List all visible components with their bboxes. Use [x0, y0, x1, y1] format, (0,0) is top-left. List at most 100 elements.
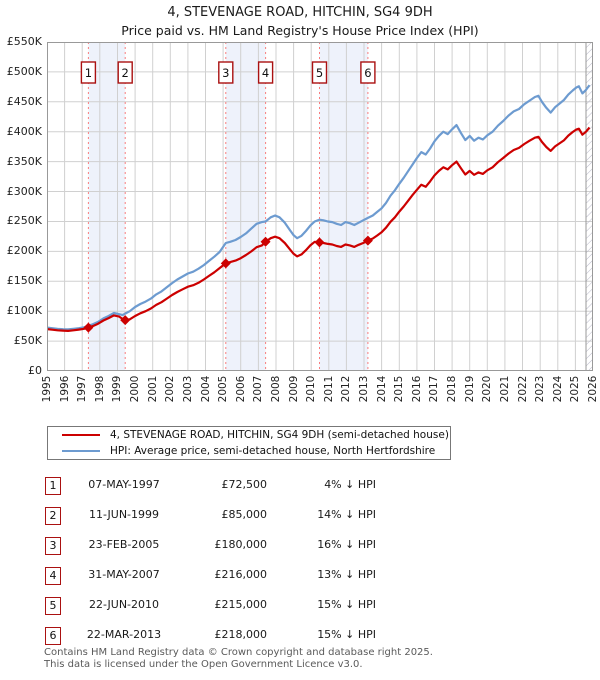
- sale-date: 22-JUN-2010: [88, 598, 160, 611]
- page-title: 4, STEVENAGE ROAD, HITCHIN, SG4 9DH: [167, 5, 433, 20]
- sale-price: £215,000: [214, 598, 268, 611]
- price-history-chart: 1 2 3 4 5 6 £0 £50K £100K £150K £200K £250K £300K £3…: [6, 35, 599, 403]
- x-tick-label: 2019: [463, 375, 476, 403]
- sale-point-marker: [314, 237, 325, 248]
- sale-hpi-diff: 15% ↓ HPI: [317, 628, 376, 641]
- sale-number-badge: 4: [45, 567, 61, 585]
- x-tick-label: 2001: [146, 375, 159, 403]
- sale-number-box-label: 1: [85, 66, 92, 80]
- y-tick-label: £450K: [6, 94, 42, 108]
- legend-label-property: 4, STEVENAGE ROAD, HITCHIN, SG4 9DH (sem…: [110, 429, 449, 441]
- sale-number-box-label: 5: [316, 66, 323, 80]
- table-row: 6 22-MAR-2013 £218,000 15% ↓ HPI: [0, 627, 600, 657]
- x-tick-label: 2021: [498, 375, 511, 403]
- plot-svg: 1 2 3 4 5 6: [46, 41, 594, 372]
- x-tick-label: 1998: [93, 375, 106, 403]
- y-tick-label: £150K: [6, 274, 42, 288]
- x-tick-label: 2010: [305, 375, 318, 403]
- table-row: 5 22-JUN-2010 £215,000 15% ↓ HPI: [0, 597, 600, 627]
- sale-number-badge: 6: [45, 627, 61, 645]
- sale-price: £72,500: [221, 478, 268, 491]
- legend-label-hpi: HPI: Average price, semi-detached house,…: [110, 445, 436, 457]
- sale-number-badge: 5: [45, 597, 61, 615]
- sale-number-box: [360, 61, 376, 84]
- future-hatch-region: [586, 42, 593, 371]
- x-tick-label: 2014: [375, 375, 388, 403]
- x-tick-label: 2002: [164, 375, 177, 403]
- sale-date: 11-JUN-1999: [88, 508, 160, 521]
- table-row: 4 31-MAY-2007 £216,000 13% ↓ HPI: [0, 567, 600, 597]
- y-tick-label: £500K: [6, 64, 42, 78]
- x-tick-label: 2003: [181, 375, 194, 403]
- x-tick-label: 2012: [340, 375, 353, 403]
- x-tick-label: 2022: [516, 375, 529, 403]
- y-tick-label: £300K: [6, 184, 42, 198]
- sale-hpi-diff: 13% ↓ HPI: [317, 568, 376, 581]
- sale-number-box-label: 6: [364, 66, 371, 80]
- x-tick-label: 2017: [428, 375, 441, 403]
- x-tick-label: 2025: [569, 375, 582, 403]
- x-tick-label: 1997: [76, 375, 89, 403]
- y-tick-label: £400K: [6, 124, 42, 138]
- hpi-line-swatch: [62, 450, 100, 452]
- sale-price: £216,000: [214, 568, 268, 581]
- x-tick-label: 2026: [587, 375, 599, 403]
- x-tick-label: 2024: [551, 375, 564, 403]
- sale-point-marker: [83, 322, 94, 333]
- sale-price: £180,000: [214, 538, 268, 551]
- sale-number-box: [218, 61, 234, 84]
- sale-price: £85,000: [221, 508, 268, 521]
- y-tick-label: £100K: [6, 304, 42, 318]
- sale-number-box: [257, 61, 274, 84]
- property-price-line: [46, 126, 591, 332]
- y-tick-label: £50K: [13, 334, 42, 348]
- hpi-line: [46, 84, 591, 331]
- sale-point-marker: [362, 235, 373, 246]
- y-tick-label: £200K: [6, 244, 42, 258]
- sale-number-box-label: 4: [262, 66, 269, 80]
- y-tick-label: £0: [28, 364, 42, 377]
- x-tick-label: 2000: [129, 375, 142, 403]
- table-row: 2 11-JUN-1999 £85,000 14% ↓ HPI: [0, 507, 600, 537]
- x-tick-label: 2018: [446, 375, 459, 403]
- y-tick-label: £250K: [6, 214, 42, 228]
- x-tick-label: 2016: [410, 375, 423, 403]
- sale-date: 23-FEB-2005: [88, 538, 160, 551]
- sale-number-box: [117, 61, 133, 84]
- ownership-band: [88, 42, 126, 371]
- sale-number-box-label: 3: [222, 66, 229, 80]
- sale-number-box-label: 2: [122, 66, 129, 80]
- x-tick-label: 2005: [217, 375, 230, 403]
- x-tick-label: 2013: [358, 375, 371, 403]
- sale-date: 07-MAY-1997: [88, 478, 160, 491]
- license-footer: Contains HM Land Registry data © Crown c…: [44, 647, 600, 670]
- sale-date: 31-MAY-2007: [88, 568, 160, 581]
- footer-line-1: Contains HM Land Registry data © Crown c…: [44, 647, 433, 658]
- sale-number-box: [80, 61, 97, 84]
- table-row: 3 23-FEB-2005 £180,000 16% ↓ HPI: [0, 537, 600, 567]
- sale-number-badge: 3: [45, 537, 61, 555]
- sale-point-marker: [120, 315, 131, 326]
- x-tick-label: 1999: [111, 375, 124, 403]
- chart-plot-area: 1 2 3 4 5 6: [46, 41, 594, 375]
- sale-number-badge: 2: [45, 507, 61, 525]
- legend-entry-hpi: HPI: Average price, semi-detached house,…: [48, 445, 450, 458]
- sale-number-badge: 1: [45, 477, 61, 495]
- sale-point-marker: [220, 258, 231, 269]
- y-tick-label: £350K: [6, 154, 42, 168]
- x-tick-label: 2007: [252, 375, 265, 403]
- y-tick-label: £550K: [6, 35, 42, 48]
- x-tick-label: 1996: [58, 375, 71, 403]
- x-tick-label: 2004: [199, 375, 212, 403]
- footer-line-2: This data is licensed under the Open Gov…: [44, 658, 363, 670]
- sale-date: 22-MAR-2013: [86, 628, 162, 641]
- x-tick-label: 2009: [287, 375, 300, 403]
- sale-hpi-diff: 15% ↓ HPI: [317, 598, 376, 611]
- x-tick-label: 2006: [234, 375, 247, 403]
- sale-number-box: [311, 61, 328, 84]
- x-tick-label: 2023: [534, 375, 547, 403]
- x-tick-label: 2015: [393, 375, 406, 403]
- chart-legend: 4, STEVENAGE ROAD, HITCHIN, SG4 9DH (sem…: [47, 426, 451, 460]
- page-subtitle: Price paid vs. HM Land Registry's House …: [121, 23, 479, 38]
- x-tick-label: 2008: [269, 375, 282, 403]
